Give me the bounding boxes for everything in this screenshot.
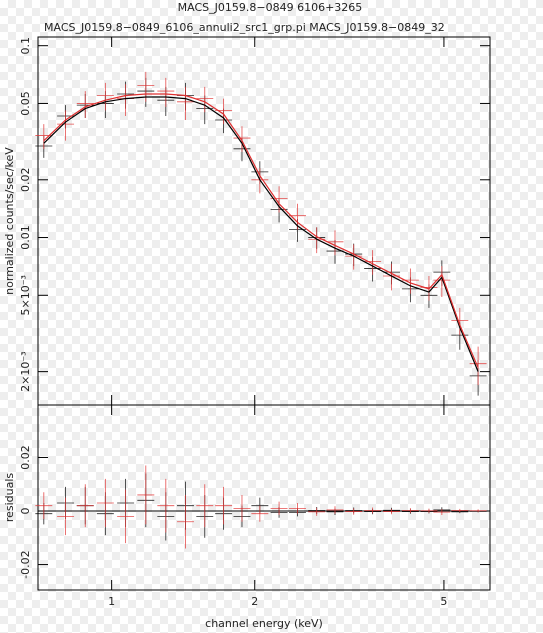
- error-bar: [215, 486, 233, 525]
- error-bar: [469, 346, 487, 386]
- error-bar: [57, 497, 75, 536]
- x-tick-label: 5: [440, 595, 447, 608]
- error-bar: [157, 77, 175, 107]
- error-bar: [401, 268, 419, 294]
- error-bar: [451, 307, 469, 336]
- chart-title: MACS_J0159.8−0849 6106+3265: [178, 1, 363, 14]
- error-bar: [233, 126, 251, 152]
- error-bar: [308, 507, 326, 516]
- y-tick-label: 0.05: [19, 91, 32, 116]
- error-bar: [433, 509, 451, 516]
- error-bar: [383, 508, 401, 515]
- y-tick-label: 5×10⁻³: [19, 275, 32, 315]
- error-bar: [196, 86, 214, 113]
- y-tick-label: 2×10⁻³: [19, 351, 32, 391]
- error-bar: [76, 484, 94, 528]
- error-bar: [96, 478, 114, 528]
- model-line: [43, 96, 479, 372]
- plot-frame: [37, 36, 491, 406]
- error-bar: [345, 508, 363, 515]
- error-bar: [157, 478, 175, 533]
- error-bar: [270, 186, 288, 213]
- error-bar: [137, 465, 155, 525]
- y-axis-label: normalized counts/sec/keV: [3, 147, 16, 295]
- y-tick-label: 0.1: [19, 37, 32, 55]
- error-bar: [451, 508, 469, 513]
- error-bar: [308, 227, 326, 254]
- plot-frame: [37, 404, 491, 591]
- error-bar: [233, 494, 251, 522]
- y-tick-label: -0.02: [19, 550, 32, 578]
- error-bar: [196, 484, 214, 528]
- y-axis-label: residuals: [3, 473, 16, 523]
- error-bar: [177, 494, 194, 549]
- error-bar: [289, 502, 306, 514]
- error-bar: [401, 508, 419, 513]
- error-bar: [117, 489, 135, 544]
- error-bar: [76, 91, 94, 118]
- error-bar: [469, 509, 487, 513]
- error-bar: [270, 501, 288, 516]
- error-bar: [96, 82, 114, 111]
- error-bar: [57, 110, 75, 141]
- error-bar: [326, 230, 344, 256]
- x-tick-label: 1: [108, 595, 115, 608]
- error-bar: [35, 492, 53, 520]
- x-axis-label: channel energy (keV): [205, 617, 323, 630]
- chart-subtitle: MACS_J0159.8−0849_6106_annuli2_src1_grp.…: [44, 21, 445, 34]
- model-line: [43, 93, 479, 368]
- error-bar: [177, 86, 194, 120]
- y-tick-label: 0.02: [19, 168, 32, 193]
- y-tick-label: 0: [19, 508, 32, 515]
- y-tick-label: 0.01: [19, 225, 32, 250]
- error-bar: [364, 507, 382, 514]
- error-bar: [420, 508, 438, 513]
- error-bar: [326, 506, 344, 514]
- y-tick-label: 0.02: [19, 445, 32, 470]
- x-tick-label: 2: [251, 595, 258, 608]
- error-bar: [251, 505, 269, 522]
